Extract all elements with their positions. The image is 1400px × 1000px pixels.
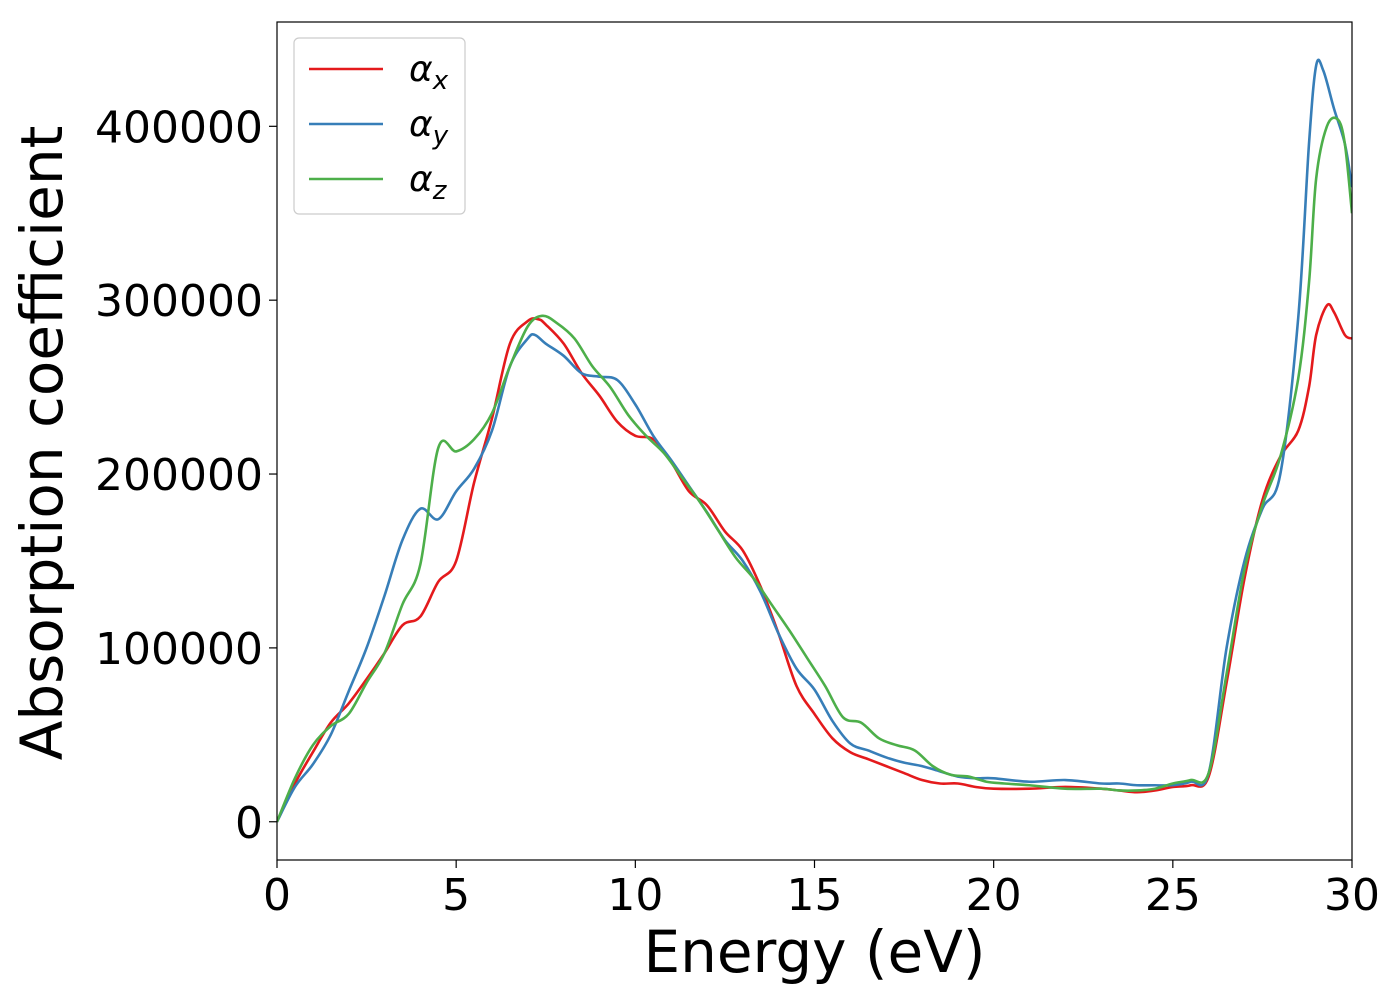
legend-label-z: αz — [409, 159, 448, 206]
y-tick-label: 0 — [235, 798, 263, 849]
x-tick-label: 0 — [263, 870, 291, 921]
series-layer — [277, 58, 1352, 823]
x-tick-label: 10 — [607, 870, 663, 921]
y-axis-title: Absorption coefficient — [8, 126, 76, 761]
x-axis-ticks: 0 5 10 15 20 25 30 — [263, 860, 1380, 921]
series-line-y — [277, 58, 1352, 823]
series-line-z — [277, 116, 1352, 823]
series-line-x — [277, 302, 1352, 823]
legend-label-y: αy — [409, 104, 449, 151]
x-tick-label: 20 — [966, 870, 1022, 921]
y-tick-label: 300000 — [95, 276, 263, 327]
y-tick-label: 400000 — [95, 102, 263, 153]
x-tick-label: 30 — [1324, 870, 1380, 921]
y-tick-label: 100000 — [95, 624, 263, 675]
x-tick-label: 15 — [787, 870, 843, 921]
legend-box — [293, 37, 466, 215]
x-axis-title: Energy (eV) — [643, 918, 985, 986]
y-axis-ticks: 0 100000 200000 300000 400000 — [95, 102, 277, 849]
x-tick-label: 5 — [442, 870, 470, 921]
x-tick-label: 25 — [1145, 870, 1201, 921]
legend-label-x: αx — [409, 49, 449, 96]
y-tick-label: 200000 — [95, 450, 263, 501]
legend: αx αy αz — [293, 37, 466, 215]
